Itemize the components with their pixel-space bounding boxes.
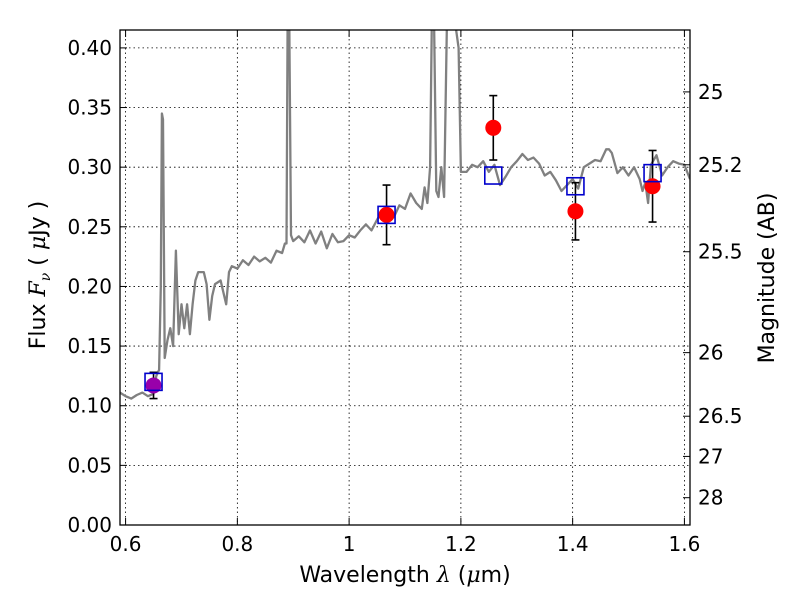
y-tick-label: 0.40	[67, 36, 112, 60]
y-tick-label: 0.00	[67, 513, 112, 537]
y-tick-label: 0.15	[67, 334, 112, 358]
model-squares	[144, 163, 662, 392]
x-tick-label: 1.6	[669, 532, 701, 556]
y-tick-label: 0.25	[67, 215, 112, 239]
y-tick-label: 0.05	[67, 453, 112, 477]
plot-area	[120, 30, 690, 400]
observed-point	[145, 377, 162, 394]
observed-point	[567, 203, 584, 220]
y-tick-label: 0.10	[67, 394, 112, 418]
y-tick-label: 0.30	[67, 155, 112, 179]
x-axis-label: Wavelength λ (μm)	[299, 563, 510, 588]
right-axis-label: Magnitude (AB)	[755, 193, 780, 364]
observed-point	[378, 206, 395, 223]
observed-point	[485, 119, 502, 136]
x-tick-label: 1	[343, 532, 356, 556]
x-tick-label: 0.8	[221, 532, 253, 556]
x-tick-label: 1.2	[445, 532, 477, 556]
mag-tick-label: 25	[698, 80, 723, 104]
y-tick-label: 0.35	[67, 96, 112, 120]
x-tick-label: 0.6	[110, 532, 142, 556]
mag-tick-label: 27	[698, 444, 723, 468]
model-square	[643, 163, 662, 183]
mag-tick-label: 25.2	[698, 153, 743, 177]
model-spectrum-line	[120, 30, 690, 400]
observed-point	[644, 178, 661, 195]
model-square	[566, 176, 585, 196]
y-axis-label: Flux Fν ( μJy )	[26, 201, 54, 350]
error-bars	[149, 94, 657, 400]
mag-tick-label: 26.5	[698, 404, 743, 428]
model-square	[377, 205, 396, 225]
mag-tick-label: 25.5	[698, 240, 743, 264]
observed-points	[145, 119, 661, 394]
plot-frame	[119, 29, 691, 526]
mag-tick-label: 26	[698, 341, 723, 365]
y-tick-label: 0.20	[67, 274, 112, 298]
mag-tick-label: 28	[698, 486, 723, 510]
axis-ticks: 0.6 0.8 1 1.2 1.4 1.6 0.00 0.05 0.10 0.15 0.20 0.25…	[67, 30, 743, 556]
model-square	[144, 372, 163, 392]
model-square	[483, 166, 503, 185]
x-tick-label: 1.4	[557, 532, 589, 556]
